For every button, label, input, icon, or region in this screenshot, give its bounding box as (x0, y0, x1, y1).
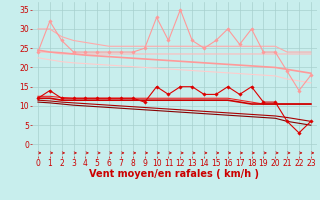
X-axis label: Vent moyen/en rafales ( km/h ): Vent moyen/en rafales ( km/h ) (89, 169, 260, 179)
